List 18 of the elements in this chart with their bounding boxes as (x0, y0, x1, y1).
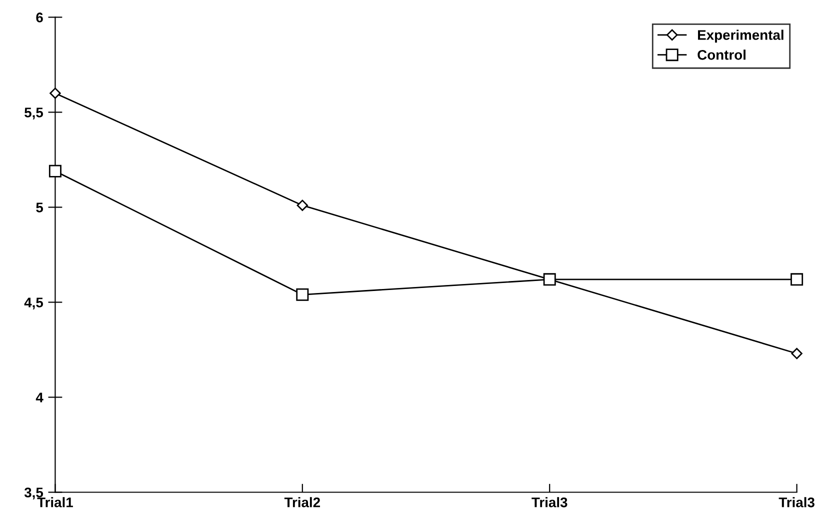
y-tick-label: 6 (36, 12, 43, 22)
point (48, 164, 62, 178)
x-tick-label: Trial2 (284, 497, 320, 508)
point (50, 88, 61, 99)
point (296, 200, 308, 211)
x-tick-label: Trial1 (37, 497, 73, 508)
y-tick-label: 5,5 (24, 108, 44, 120)
point (790, 273, 804, 286)
point (296, 288, 309, 301)
y-tick-label: 3,5 (24, 488, 44, 500)
y-tick-label: 4,5 (24, 298, 44, 310)
x-tick-label: Trial3 (778, 497, 814, 508)
point (791, 348, 802, 360)
y-tick-label: 4 (36, 392, 44, 402)
x-tick-label: Trial3 (532, 497, 568, 508)
legend-label: Experimental (698, 30, 784, 43)
y-tick-label: 5 (36, 202, 44, 212)
legend-label: Control (698, 50, 746, 60)
